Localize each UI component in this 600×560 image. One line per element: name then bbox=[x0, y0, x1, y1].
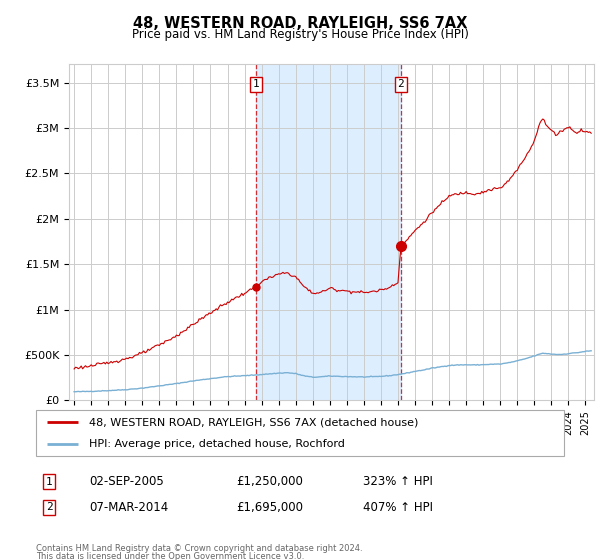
Text: 07-MAR-2014: 07-MAR-2014 bbox=[89, 501, 168, 514]
Text: 2: 2 bbox=[397, 80, 404, 90]
Text: 48, WESTERN ROAD, RAYLEIGH, SS6 7AX: 48, WESTERN ROAD, RAYLEIGH, SS6 7AX bbox=[133, 16, 467, 31]
Text: HPI: Average price, detached house, Rochford: HPI: Average price, detached house, Roch… bbox=[89, 439, 344, 449]
Text: 323% ↑ HPI: 323% ↑ HPI bbox=[364, 475, 433, 488]
Text: 02-SEP-2005: 02-SEP-2005 bbox=[89, 475, 164, 488]
Text: £1,695,000: £1,695,000 bbox=[236, 501, 304, 514]
Bar bbox=[256, 64, 401, 400]
Text: Contains HM Land Registry data © Crown copyright and database right 2024.: Contains HM Land Registry data © Crown c… bbox=[36, 544, 362, 553]
Text: This data is licensed under the Open Government Licence v3.0.: This data is licensed under the Open Gov… bbox=[36, 552, 304, 560]
Text: £1,250,000: £1,250,000 bbox=[236, 475, 304, 488]
FancyBboxPatch shape bbox=[36, 410, 564, 456]
Text: 2: 2 bbox=[46, 502, 53, 512]
Text: Price paid vs. HM Land Registry's House Price Index (HPI): Price paid vs. HM Land Registry's House … bbox=[131, 28, 469, 41]
Text: 407% ↑ HPI: 407% ↑ HPI bbox=[364, 501, 433, 514]
Text: 1: 1 bbox=[253, 80, 259, 90]
Text: 48, WESTERN ROAD, RAYLEIGH, SS6 7AX (detached house): 48, WESTERN ROAD, RAYLEIGH, SS6 7AX (det… bbox=[89, 417, 418, 427]
Text: 1: 1 bbox=[46, 477, 53, 487]
